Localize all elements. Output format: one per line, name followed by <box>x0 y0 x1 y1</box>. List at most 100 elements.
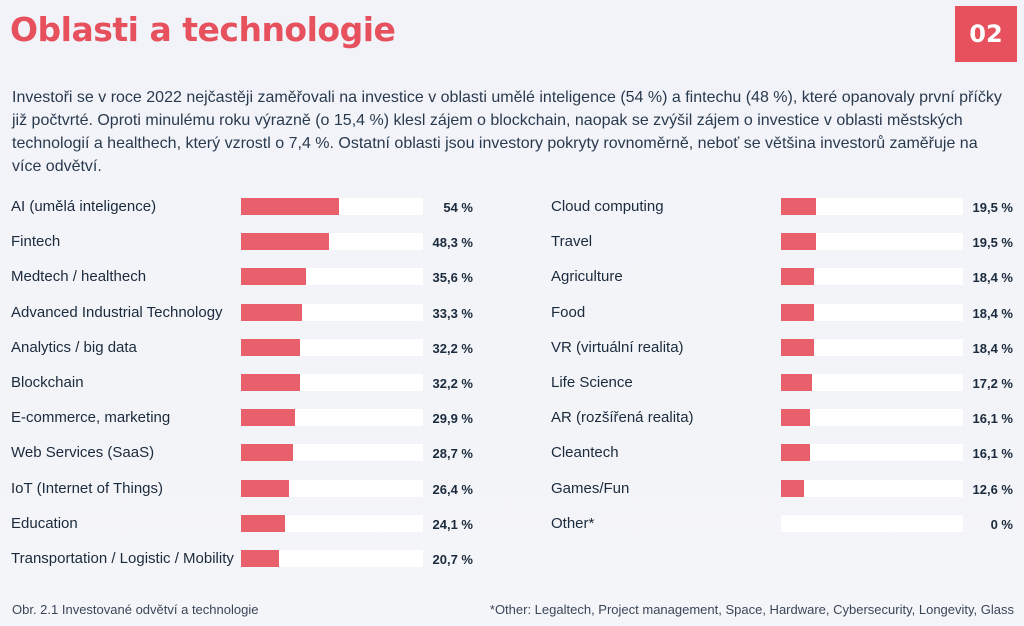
bar-row: Blockchain 32,2 % <box>11 368 481 403</box>
bar-label: Education <box>11 514 78 532</box>
bar-label: Other* <box>551 514 595 532</box>
bar-label: Web Services (SaaS) <box>11 444 155 462</box>
bar-track <box>781 198 963 215</box>
bar-label: IoT (Internet of Things) <box>11 479 164 497</box>
bar <box>241 338 300 356</box>
bar-value-label: 54 % <box>443 200 473 215</box>
bar-row: E-commerce, marketing 29,9 % <box>11 403 481 438</box>
bar-value-label: 20,7 % <box>432 551 473 567</box>
bar <box>781 444 811 462</box>
bar-label: Travel <box>551 233 593 251</box>
bar-value-label: 24,1 % <box>432 516 473 532</box>
bar-value-label: 17,2 % <box>972 375 1013 391</box>
bar-row: Agriculture 18,4 % <box>551 262 1021 297</box>
bar-row: Travel 19,5 % <box>551 227 1021 262</box>
bar-track <box>241 514 423 532</box>
bar-label: Games/Fun <box>551 479 630 497</box>
bar-value-label: 19,5 % <box>972 200 1013 215</box>
bar <box>241 233 329 251</box>
bar-track <box>781 479 963 497</box>
bar-track <box>781 233 963 251</box>
bar-track <box>781 268 963 286</box>
bar-value-label: 16,1 % <box>972 411 1013 427</box>
bar-label: Fintech <box>11 233 61 251</box>
bar-row: Life Science 17,2 % <box>551 368 1021 403</box>
bar-value-label: 18,4 % <box>972 270 1013 286</box>
bar <box>781 373 813 391</box>
bar-label: Medtech / healthech <box>11 268 147 286</box>
bar <box>781 233 817 251</box>
bar-row: Medtech / healthech 35,6 % <box>11 262 481 297</box>
bar <box>241 409 296 427</box>
bar-row: Cleantech 16,1 % <box>551 438 1021 473</box>
bar-label: Cloud computing <box>551 198 664 215</box>
bar-value-label: 28,7 % <box>432 446 473 462</box>
bar-label: Agriculture <box>551 268 623 286</box>
bar-track <box>781 338 963 356</box>
bar-track <box>241 549 423 567</box>
bar-row: Cloud computing 19,5 % <box>551 192 1021 227</box>
bar <box>781 479 804 497</box>
bar-label: Food <box>551 303 586 321</box>
bar-row: Fintech 48,3 % <box>11 227 481 262</box>
bar-track <box>781 514 963 532</box>
bar-track <box>781 409 963 427</box>
page-number-badge: 02 <box>955 6 1017 62</box>
bar-track <box>241 444 423 462</box>
bar-track <box>241 303 423 321</box>
bar-row: Education 24,1 % <box>11 509 481 544</box>
bar <box>241 514 285 532</box>
page-title: Oblasti a technologie <box>10 10 396 49</box>
bar-track <box>781 373 963 391</box>
bar-track <box>241 373 423 391</box>
bar-track <box>241 198 423 215</box>
bar <box>781 303 815 321</box>
bar-row: AR (rozšířená realita) 16,1 % <box>551 403 1021 438</box>
bar-row: VR (virtuální realita) 18,4 % <box>551 333 1021 368</box>
bar-row: IoT (Internet of Things) 26,4 % <box>11 474 481 509</box>
bar-value-label: 32,2 % <box>432 340 473 356</box>
bar-value-label: 29,9 % <box>432 411 473 427</box>
bar <box>781 409 811 427</box>
bar <box>241 198 340 215</box>
bar-label: Blockchain <box>11 373 84 391</box>
bar-row: AI (umělá inteligence) 54 % <box>11 192 481 227</box>
bar-label: AI (umělá inteligence) <box>11 198 157 215</box>
intro-paragraph: Investoři se v roce 2022 nejčastěji zamě… <box>12 89 1002 175</box>
bar-value-label: 35,6 % <box>432 270 473 286</box>
footnote: *Other: Legaltech, Project management, S… <box>489 602 1014 617</box>
bar-label: Advanced Industrial Technology <box>11 303 223 321</box>
bar-row: Food 18,4 % <box>551 298 1021 333</box>
bar-value-label: 0 % <box>990 516 1013 532</box>
bar <box>241 479 290 497</box>
bar <box>241 373 300 391</box>
bar-label: VR (virtuální realita) <box>551 338 684 356</box>
bar-value-label: 18,4 % <box>972 305 1013 321</box>
bar <box>781 338 815 356</box>
chart-column-left: AI (umělá inteligence) 54 % Fintech 48,3 % M… <box>11 192 481 579</box>
bar <box>241 303 302 321</box>
bar-row: Advanced Industrial Technology 33,3 % <box>11 298 481 333</box>
bar-track <box>781 303 963 321</box>
bar-track <box>241 479 423 497</box>
bar-label: Transportation / Logistic / Mobility <box>11 549 234 567</box>
chart-column-right: Cloud computing 19,5 % Travel 19,5 % Agricul… <box>551 192 1021 544</box>
bar <box>241 268 306 286</box>
bar-track <box>241 233 423 251</box>
bar-label: E-commerce, marketing <box>11 409 171 427</box>
bar <box>781 198 817 215</box>
bar <box>241 444 294 462</box>
bar-label: Analytics / big data <box>11 338 137 356</box>
bar-row: Analytics / big data 32,2 % <box>11 333 481 368</box>
bar-label: Cleantech <box>551 444 619 462</box>
bar-value-label: 12,6 % <box>972 481 1013 497</box>
bar-row: Games/Fun 12,6 % <box>551 474 1021 509</box>
bar-label: AR (rozšířená realita) <box>551 409 694 427</box>
bar-value-label: 32,2 % <box>432 375 473 391</box>
figure-caption: Obr. 2.1 Investované odvětví a technolog… <box>12 602 259 617</box>
bar-value-label: 16,1 % <box>972 446 1013 462</box>
bar-value-label: 26,4 % <box>432 481 473 497</box>
bar <box>241 549 279 567</box>
bar-label: Life Science <box>551 373 633 391</box>
bar-row: Transportation / Logistic / Mobility 20,7… <box>11 544 481 579</box>
